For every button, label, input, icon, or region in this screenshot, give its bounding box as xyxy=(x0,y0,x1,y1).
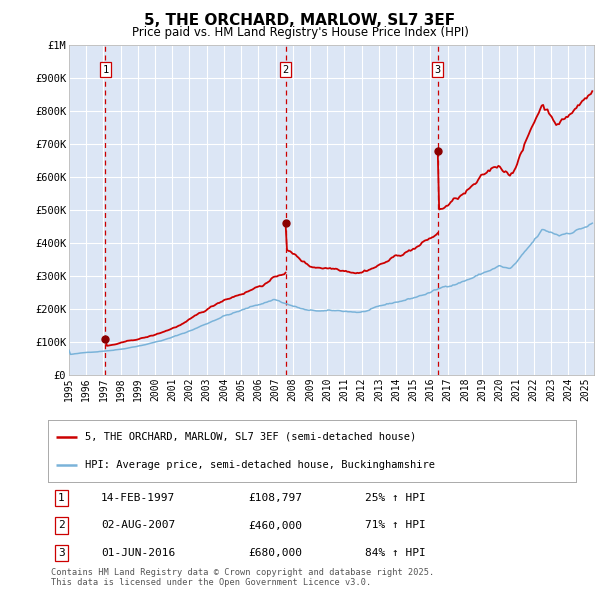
Text: 2: 2 xyxy=(58,520,65,530)
Text: 84% ↑ HPI: 84% ↑ HPI xyxy=(365,548,425,558)
Text: £460,000: £460,000 xyxy=(248,520,302,530)
Text: 5, THE ORCHARD, MARLOW, SL7 3EF (semi-detached house): 5, THE ORCHARD, MARLOW, SL7 3EF (semi-de… xyxy=(85,432,416,442)
Text: 3: 3 xyxy=(434,65,441,75)
Text: 71% ↑ HPI: 71% ↑ HPI xyxy=(365,520,425,530)
Text: 5, THE ORCHARD, MARLOW, SL7 3EF: 5, THE ORCHARD, MARLOW, SL7 3EF xyxy=(145,13,455,28)
Text: 1: 1 xyxy=(58,493,65,503)
Text: 02-AUG-2007: 02-AUG-2007 xyxy=(101,520,175,530)
Text: 25% ↑ HPI: 25% ↑ HPI xyxy=(365,493,425,503)
Text: 1: 1 xyxy=(103,65,109,75)
Text: HPI: Average price, semi-detached house, Buckinghamshire: HPI: Average price, semi-detached house,… xyxy=(85,460,435,470)
Text: Contains HM Land Registry data © Crown copyright and database right 2025.
This d: Contains HM Land Registry data © Crown c… xyxy=(51,568,434,587)
Text: 3: 3 xyxy=(58,548,65,558)
Text: Price paid vs. HM Land Registry's House Price Index (HPI): Price paid vs. HM Land Registry's House … xyxy=(131,26,469,39)
Text: £680,000: £680,000 xyxy=(248,548,302,558)
Text: £108,797: £108,797 xyxy=(248,493,302,503)
Text: 14-FEB-1997: 14-FEB-1997 xyxy=(101,493,175,503)
Text: 01-JUN-2016: 01-JUN-2016 xyxy=(101,548,175,558)
Text: 2: 2 xyxy=(283,65,289,75)
